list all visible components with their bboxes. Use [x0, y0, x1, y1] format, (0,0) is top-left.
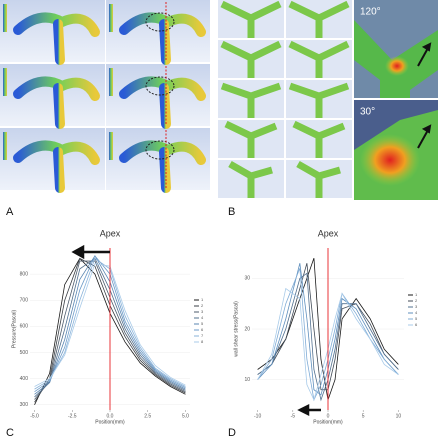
x-tick-label: 5.0: [182, 413, 189, 419]
x-tick-label: 5: [362, 413, 365, 419]
series-line: [257, 268, 399, 402]
panel-b-images: 120° 30°: [218, 0, 438, 200]
series-line: [257, 263, 399, 396]
legend-label: 5: [415, 316, 418, 321]
legend-label: 3: [201, 309, 204, 314]
legend-label: 8: [201, 339, 204, 344]
y-tick-label: 800: [20, 271, 29, 277]
legend-label: 7: [201, 333, 204, 338]
y-tick-label: 600: [20, 324, 29, 330]
y-tick-label: 20: [244, 326, 250, 332]
panel-label: C: [6, 427, 14, 439]
x-tick-label: 0.0: [107, 413, 114, 419]
chart-title: Apex: [100, 228, 121, 238]
inset-label: 120°: [360, 7, 381, 18]
arrow: [71, 244, 321, 417]
panel-a-images: [0, 0, 210, 193]
panel-label: B: [228, 206, 235, 218]
y-axis-label: Pressure(Pascal): [11, 310, 17, 349]
legend-label: 2: [415, 298, 418, 303]
series-line: [257, 272, 399, 402]
x-tick-label: -10: [254, 413, 261, 419]
legend-label: 3: [415, 304, 418, 309]
x-tick-label: 0: [327, 413, 330, 419]
legend-label: 1: [415, 292, 418, 297]
y-tick-label: 500: [20, 350, 29, 356]
y-tick-label: 700: [20, 298, 29, 304]
legend-label: 4: [201, 315, 204, 320]
x-tick-label: -5: [291, 413, 296, 419]
x-tick-label: 10: [396, 413, 402, 419]
legend-label: 6: [415, 322, 418, 327]
y-tick-label: 10: [244, 377, 250, 383]
chart-title: Apex: [318, 228, 339, 238]
legend-label: 1: [201, 297, 204, 302]
legend-label: 5: [201, 321, 204, 326]
legend-label: 4: [415, 310, 418, 315]
y-axis-label: wall shear stress(Pascal): [233, 301, 239, 357]
y-tick-label: 30: [244, 276, 250, 282]
panel-label: A: [6, 206, 14, 218]
y-tick-label: 300: [20, 402, 29, 408]
x-tick-label: 2.5: [144, 413, 151, 419]
panel-label: D: [228, 427, 236, 439]
x-tick-label: -5.0: [30, 413, 39, 419]
series-line: [257, 287, 399, 402]
series-line: [257, 257, 399, 402]
legend-label: 2: [201, 303, 204, 308]
y-tick-label: 400: [20, 376, 29, 382]
x-axis-label: Position(mm): [313, 419, 343, 425]
x-tick-label: -2.5: [68, 413, 77, 419]
legend-label: 6: [201, 327, 204, 332]
inset-label: 30°: [360, 107, 375, 118]
x-axis-label: Position(mm): [95, 419, 125, 425]
